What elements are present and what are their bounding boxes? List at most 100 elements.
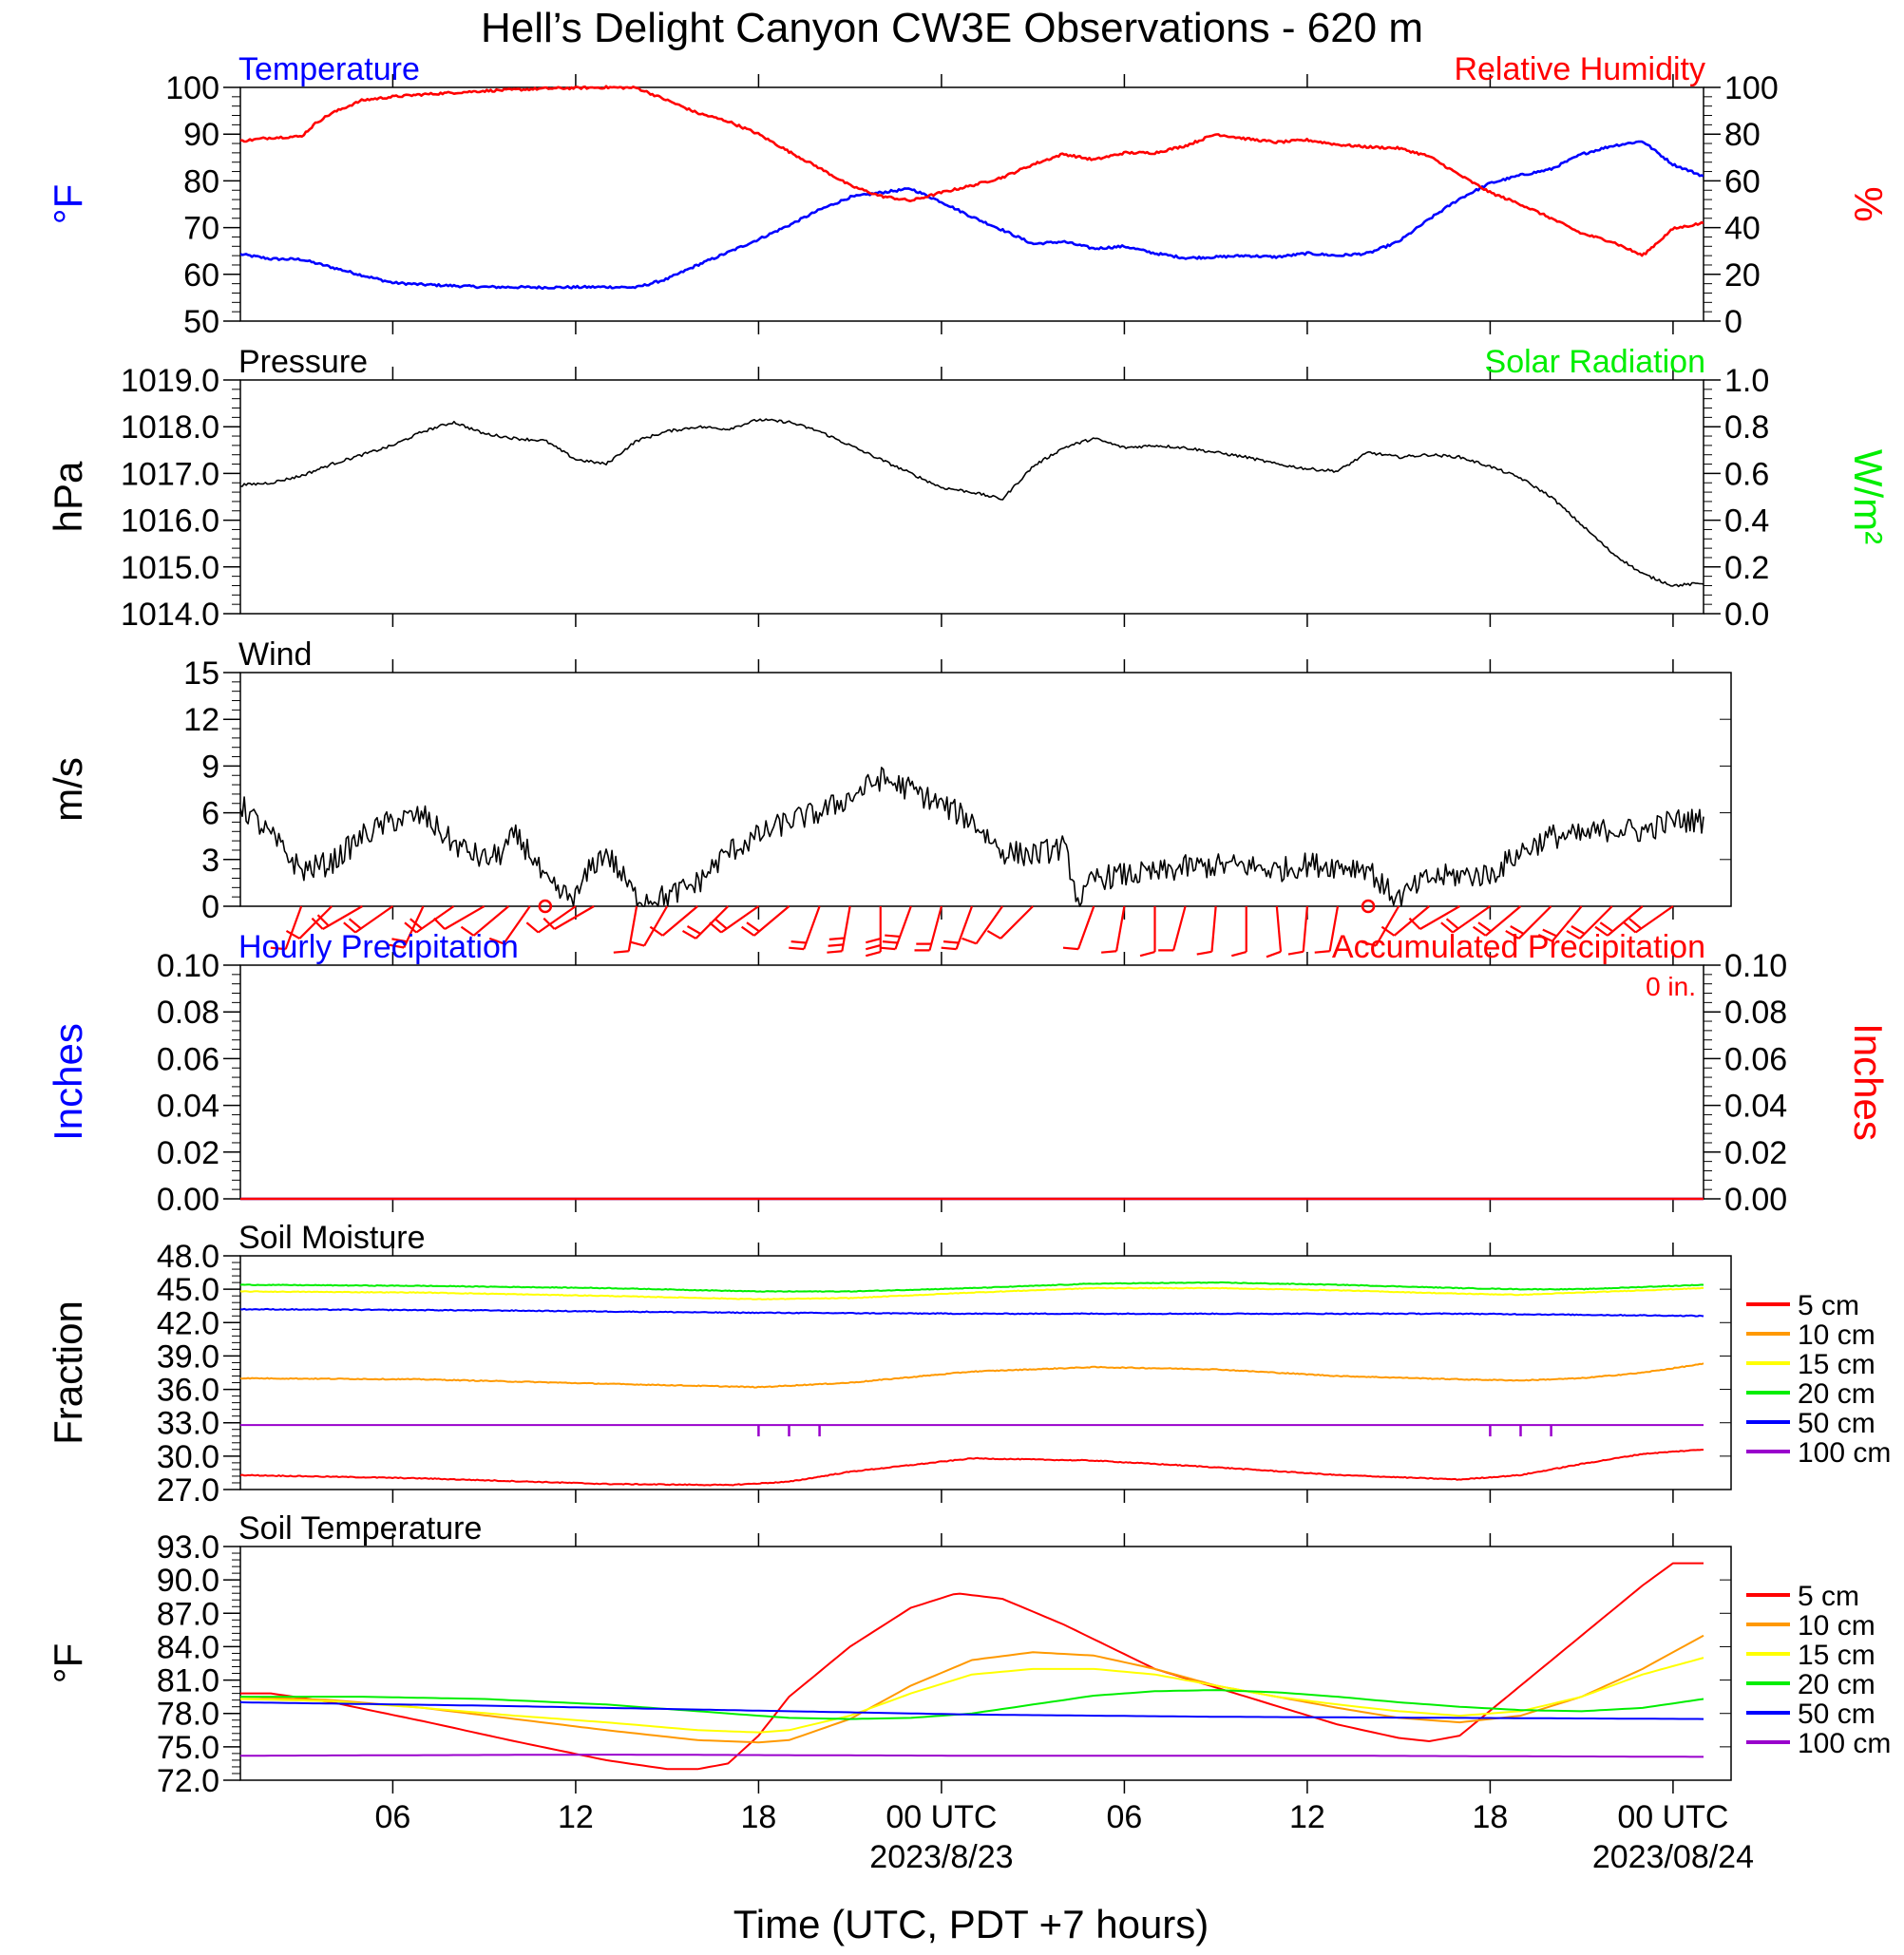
time-axis-labels: 06 12 18 00 UTC 2023/8/23 06 12 18 00 UTC 2023/08… bbox=[375, 1799, 1754, 1875]
wind-barb-feather bbox=[525, 921, 540, 934]
wind-barb bbox=[894, 905, 912, 950]
wind-barb-feather bbox=[389, 943, 405, 949]
wind-barb-feather bbox=[285, 929, 300, 940]
left-tick-label: 81.0 bbox=[157, 1663, 219, 1699]
wind-barb bbox=[1551, 905, 1583, 942]
wind-barb bbox=[354, 905, 394, 934]
series-line-4 bbox=[240, 1307, 1704, 1318]
wind-barb-feather bbox=[986, 929, 1001, 940]
wind-barb bbox=[1634, 905, 1674, 934]
legend-label: 20 cm bbox=[1798, 1378, 1875, 1410]
left-tick-label: 15 bbox=[183, 655, 219, 692]
right-tick-label: 0.04 bbox=[1724, 1089, 1787, 1125]
left-unit-label: Inches bbox=[46, 1023, 90, 1141]
wind-barb-feather bbox=[1566, 929, 1581, 940]
legend-label: 20 cm bbox=[1798, 1669, 1875, 1700]
panel-wind: 0 3 6 9 12 15 Wind m/s bbox=[46, 636, 1732, 959]
wind-barb-feather bbox=[1266, 950, 1282, 959]
left-tick-label: 1019.0 bbox=[121, 363, 219, 399]
left-tick-label: 70 bbox=[183, 211, 219, 247]
panel-soil-moisture: 27.030.033.036.039.042.045.048.0 Soil Moi… bbox=[46, 1220, 1891, 1509]
panel-left-title: Soil Moisture bbox=[238, 1220, 426, 1256]
wind-barb bbox=[643, 905, 669, 947]
wind-barb-feather bbox=[1408, 917, 1421, 930]
wind-barb-feather bbox=[866, 937, 882, 944]
wind-calm-marker bbox=[1361, 899, 1376, 914]
wind-barb-feather bbox=[941, 946, 957, 951]
time-tick-label: 06 bbox=[1107, 1799, 1143, 1835]
series-line-2 bbox=[240, 1657, 1704, 1734]
wind-calm-marker bbox=[538, 899, 553, 914]
right-tick-label: 0.08 bbox=[1724, 995, 1787, 1031]
wind-barb-feather bbox=[827, 950, 843, 954]
wind-barb-feather bbox=[746, 921, 760, 933]
left-tick-label: 0 bbox=[201, 889, 219, 925]
right-tick-label: 1.0 bbox=[1724, 363, 1769, 399]
wind-barb-feather bbox=[1510, 925, 1525, 935]
wind-barb bbox=[955, 905, 974, 950]
wind-barb bbox=[841, 905, 851, 952]
panel-frame bbox=[239, 86, 1704, 322]
left-tick-label: 0.04 bbox=[157, 1089, 219, 1125]
wind-barb-feather bbox=[1314, 950, 1330, 954]
wind-barb-feather bbox=[1062, 946, 1079, 951]
left-tick-label: 72.0 bbox=[157, 1763, 219, 1799]
legend-label: 15 cm bbox=[1798, 1349, 1875, 1380]
wind-barb bbox=[661, 905, 698, 937]
panel-frame bbox=[239, 672, 1732, 907]
series-group bbox=[240, 85, 1704, 291]
series-line-0 bbox=[240, 140, 1704, 291]
wind-barb-feather bbox=[1231, 950, 1247, 958]
wind-barb-feather bbox=[962, 937, 977, 945]
panel-frame bbox=[239, 379, 1704, 615]
left-unit-label: °F bbox=[46, 184, 90, 224]
time-tick-label: 00 UTC bbox=[885, 1799, 997, 1835]
wind-barb bbox=[403, 905, 425, 948]
wind-barb bbox=[720, 905, 760, 934]
wind-barb bbox=[503, 905, 531, 944]
wind-barb-feather bbox=[880, 946, 896, 951]
left-tick-label: 1018.0 bbox=[121, 409, 219, 446]
wind-barb bbox=[284, 905, 303, 950]
wind-barb-feather bbox=[681, 929, 696, 940]
series-group bbox=[240, 767, 1704, 907]
wind-barb-feather bbox=[866, 950, 882, 958]
right-tick-label: 60 bbox=[1724, 163, 1761, 199]
panel-left-title: Pressure bbox=[238, 344, 368, 380]
legend-label: 10 cm bbox=[1798, 1319, 1875, 1351]
time-tick-label: 00 UTC bbox=[1617, 1799, 1728, 1835]
wind-barb-feather bbox=[1537, 934, 1553, 942]
left-tick-label: 78.0 bbox=[157, 1697, 219, 1733]
left-tick-label: 48.0 bbox=[157, 1239, 219, 1275]
left-tick-label: 80 bbox=[183, 163, 219, 199]
wind-barb-feather bbox=[1196, 950, 1212, 956]
wind-barb-feather bbox=[709, 921, 722, 934]
wind-barb-feather bbox=[1440, 921, 1454, 934]
wind-barb-feather bbox=[460, 925, 475, 937]
wind-barb-feather bbox=[629, 940, 645, 947]
series-group bbox=[240, 1562, 1704, 1771]
wind-barb bbox=[1485, 905, 1522, 937]
series-line-5 bbox=[240, 1754, 1704, 1758]
legend-label: 5 cm bbox=[1798, 1581, 1859, 1612]
wind-barb-feather bbox=[828, 943, 844, 947]
time-tick-label: 12 bbox=[558, 1799, 594, 1835]
wind-barb-feather bbox=[404, 921, 417, 934]
legend-label: 15 cm bbox=[1798, 1640, 1875, 1671]
x-axis-label: Time (UTC, PDT +7 hours) bbox=[733, 1902, 1209, 1946]
date-label: 2023/8/23 bbox=[869, 1839, 1013, 1875]
wind-barb-feather bbox=[866, 943, 882, 951]
wind-barb-feather bbox=[1623, 921, 1637, 934]
wind-barb-feather bbox=[409, 918, 423, 930]
wind-barb-feather bbox=[343, 921, 356, 934]
panel-left-title: Temperature bbox=[238, 51, 420, 87]
series-line-1 bbox=[240, 1634, 1704, 1744]
time-tick-label: 18 bbox=[1473, 1799, 1509, 1835]
wind-barb bbox=[1375, 905, 1400, 947]
left-tick-label: 36.0 bbox=[157, 1373, 219, 1409]
wind-barb bbox=[1114, 905, 1126, 952]
panel-left-title: Hourly Precipitation bbox=[238, 929, 519, 965]
series-line-4 bbox=[240, 1701, 1704, 1720]
